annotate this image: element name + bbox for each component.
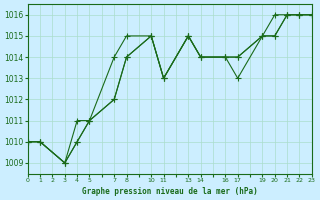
X-axis label: Graphe pression niveau de la mer (hPa): Graphe pression niveau de la mer (hPa) [82,187,258,196]
